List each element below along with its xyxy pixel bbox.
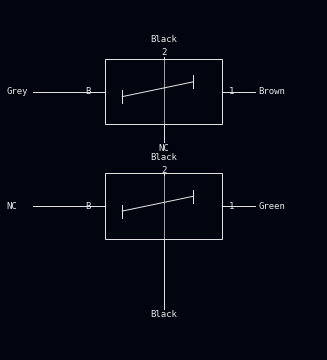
Text: 1: 1: [229, 87, 234, 96]
Text: Brown: Brown: [258, 87, 285, 96]
Text: Black: Black: [150, 310, 177, 319]
Text: 1: 1: [229, 202, 234, 211]
Text: B: B: [85, 87, 90, 96]
Text: 2: 2: [161, 48, 166, 57]
Bar: [105, 174, 222, 239]
Text: 2: 2: [161, 166, 166, 175]
Text: Black: Black: [150, 153, 177, 162]
Bar: [105, 59, 222, 125]
Text: Black: Black: [150, 35, 177, 44]
Text: NC: NC: [7, 202, 17, 211]
Text: Green: Green: [258, 202, 285, 211]
Text: NC: NC: [158, 144, 169, 153]
Text: B: B: [85, 202, 90, 211]
Text: Grey: Grey: [7, 87, 28, 96]
